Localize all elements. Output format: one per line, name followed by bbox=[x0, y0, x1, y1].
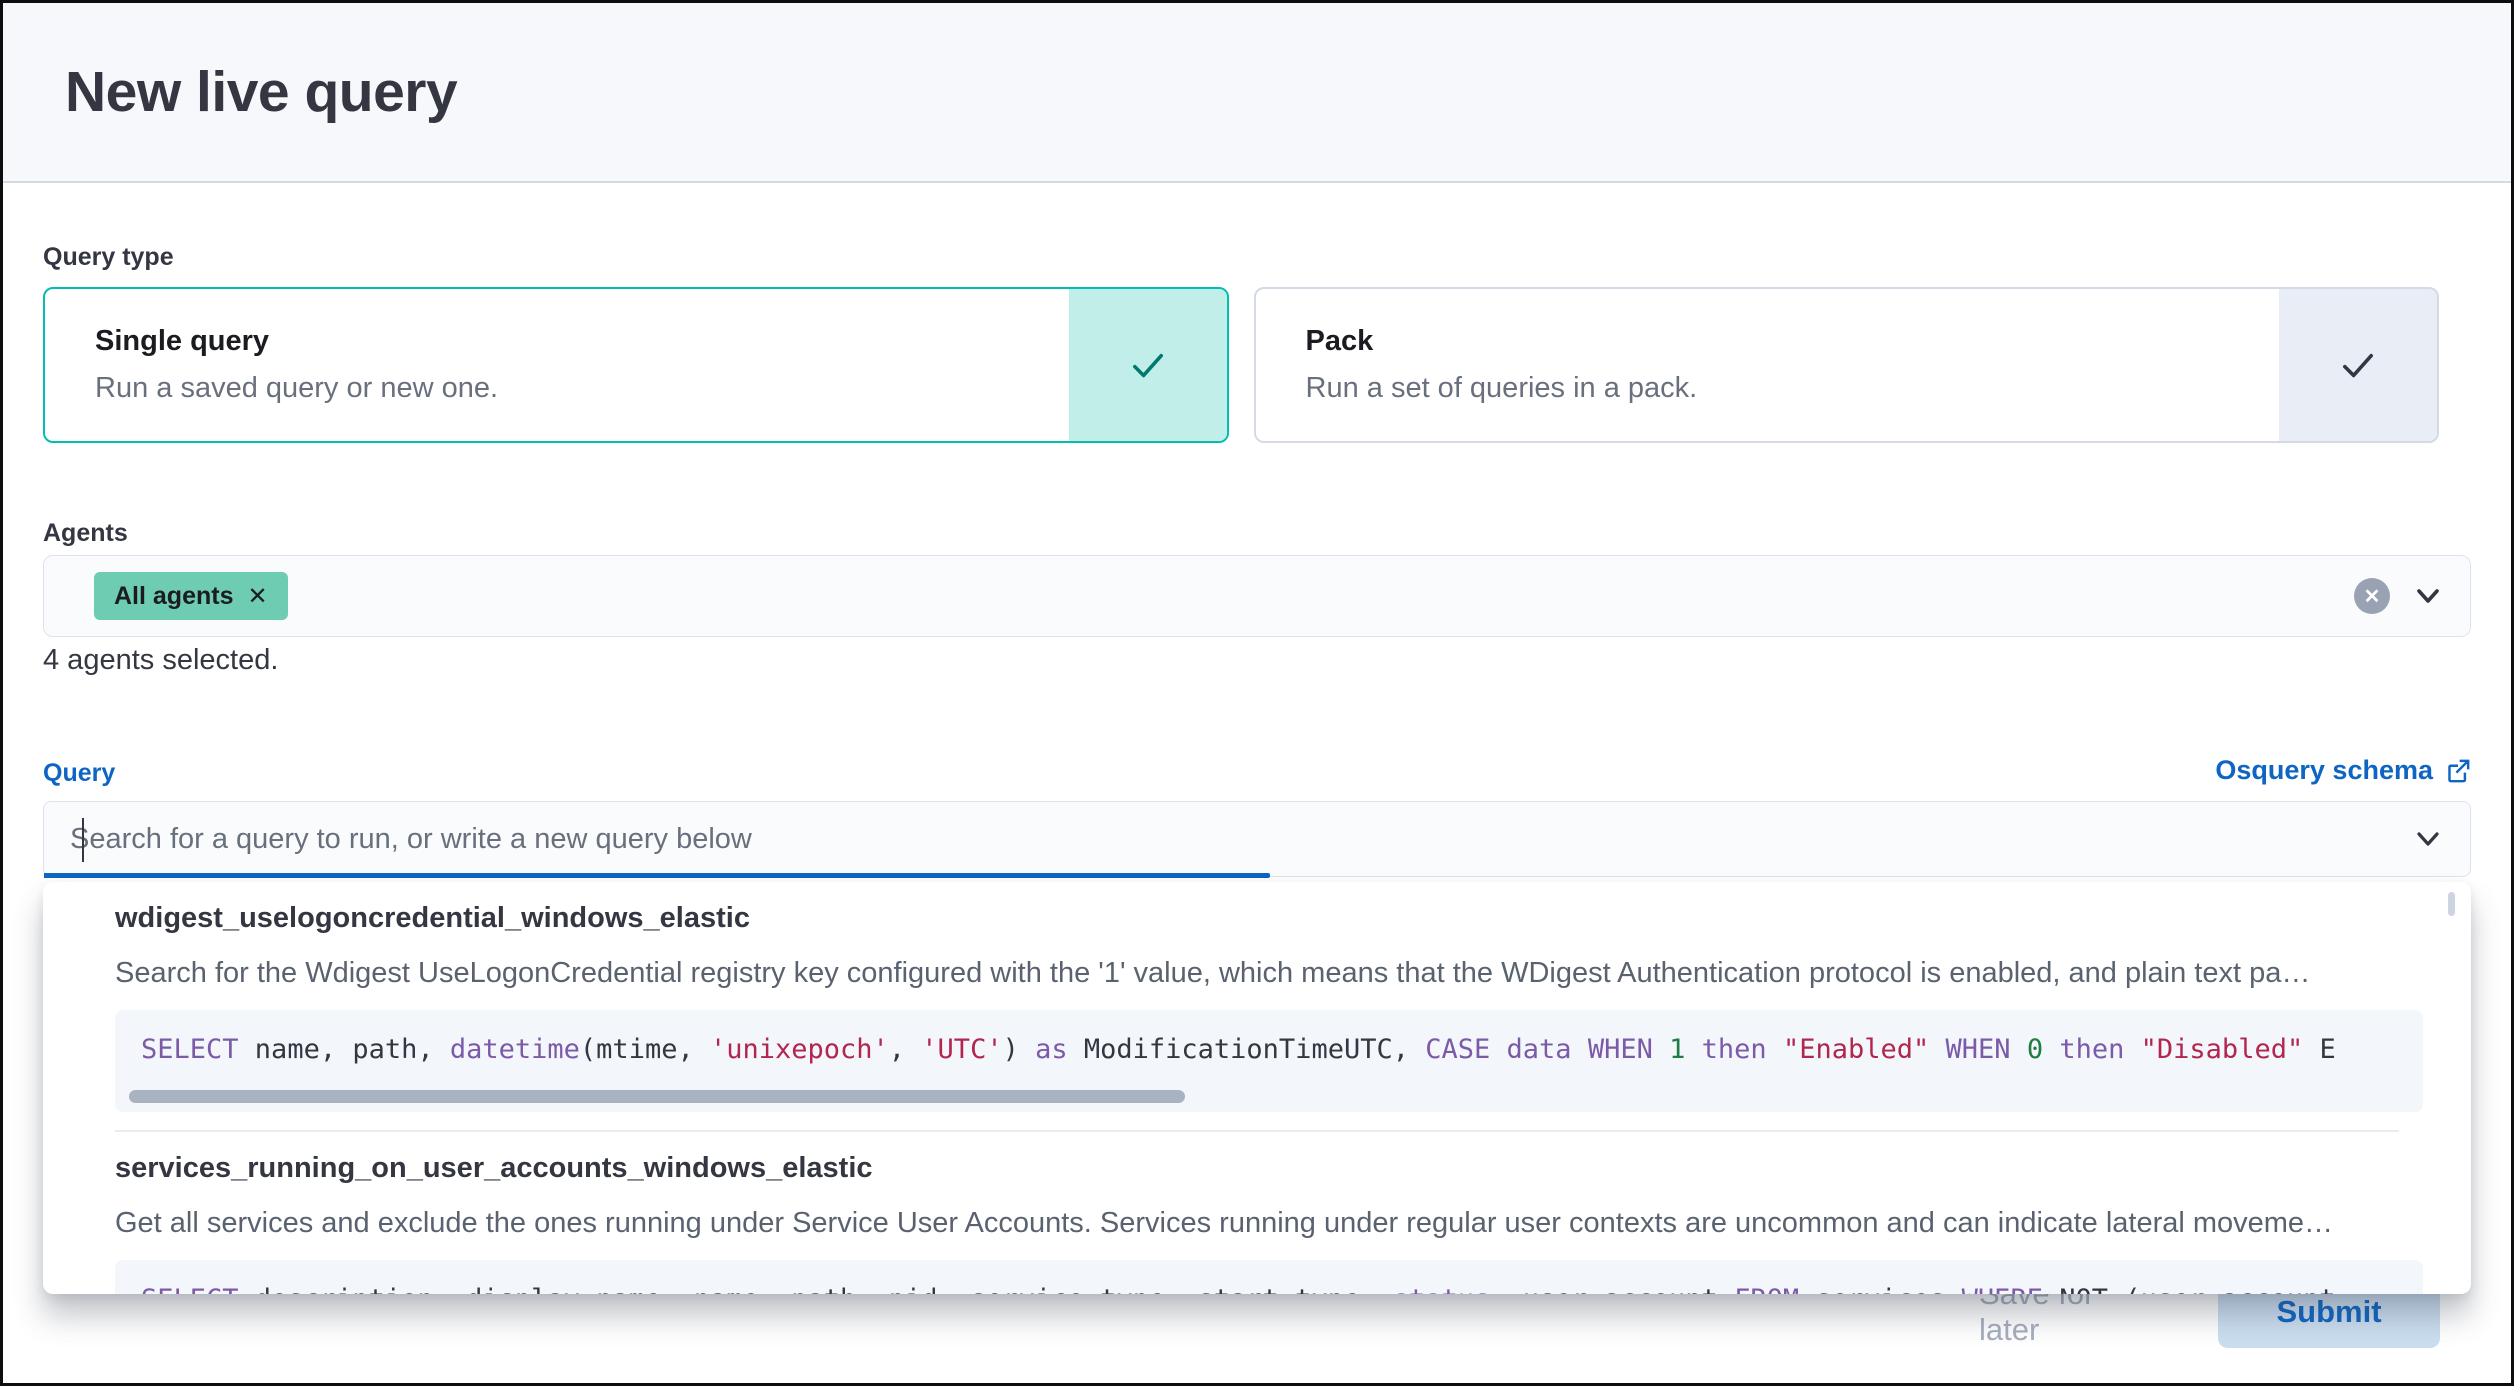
check-icon bbox=[1132, 353, 1163, 378]
agents-label: Agents bbox=[43, 519, 128, 547]
clear-selection-button[interactable]: ✕ bbox=[2354, 578, 2390, 614]
suggestion-item[interactable]: services_running_on_user_accounts_window… bbox=[43, 1132, 2471, 1294]
unselected-check-strip bbox=[2279, 289, 2437, 441]
text-caret bbox=[82, 818, 84, 862]
vertical-scrollbar-thumb[interactable] bbox=[2448, 892, 2455, 916]
card-description: Run a set of queries in a pack. bbox=[1305, 372, 1698, 404]
suggestion-item[interactable]: wdigest_uselogoncredential_windows_elast… bbox=[43, 882, 2471, 1132]
query-label: Query bbox=[43, 759, 116, 787]
page-title: New live query bbox=[65, 60, 458, 124]
card-description: Run a saved query or new one. bbox=[95, 372, 499, 404]
query-suggestions-dropdown: wdigest_uselogoncredential_windows_elast… bbox=[43, 882, 2471, 1294]
selected-check-strip bbox=[1068, 289, 1227, 441]
clear-icon: ✕ bbox=[2363, 585, 2381, 608]
suggestion-title: wdigest_uselogoncredential_windows_elast… bbox=[115, 902, 750, 934]
query-type-label: Query type bbox=[43, 243, 174, 271]
suggestion-divider bbox=[115, 1130, 2399, 1132]
horizontal-scrollbar-thumb[interactable] bbox=[129, 1090, 1185, 1103]
sql-code: SELECT description, display_name, name, … bbox=[141, 1284, 2423, 1294]
page-header: New live query bbox=[3, 3, 2511, 183]
external-link-icon bbox=[2448, 759, 2470, 782]
osquery-schema-link-label: Osquery schema bbox=[2215, 755, 2433, 785]
agents-summary: 4 agents selected. bbox=[43, 644, 279, 676]
chevron-down-icon[interactable] bbox=[2412, 580, 2444, 612]
suggestion-sql-block: SELECT name, path, datetime(mtime, 'unix… bbox=[115, 1010, 2423, 1112]
query-type-card-pack[interactable]: Pack Run a set of queries in a pack. bbox=[1253, 287, 2439, 443]
card-title: Single query bbox=[95, 325, 270, 357]
badge-label: All agents bbox=[114, 581, 234, 610]
query-type-card-single[interactable]: Single query Run a saved query or new on… bbox=[43, 287, 1229, 443]
agents-selected-badge[interactable]: All agents ✕ bbox=[94, 572, 288, 620]
query-type-options: Single query Run a saved query or new on… bbox=[43, 287, 2439, 443]
suggestion-description: Get all services and exclude the ones ru… bbox=[115, 1207, 2334, 1239]
suggestion-description: Search for the Wdigest UseLogonCredentia… bbox=[115, 957, 2311, 989]
query-search-input[interactable] bbox=[70, 822, 2394, 856]
badge-remove-icon[interactable]: ✕ bbox=[247, 582, 268, 610]
agents-combobox[interactable]: All agents ✕ ✕ bbox=[43, 555, 2471, 637]
focus-indicator bbox=[44, 873, 1270, 878]
sql-code: SELECT name, path, datetime(mtime, 'unix… bbox=[141, 1034, 2336, 1065]
suggestion-title: services_running_on_user_accounts_window… bbox=[115, 1152, 873, 1184]
osquery-schema-link[interactable]: Osquery schema bbox=[2215, 755, 2471, 786]
check-icon bbox=[2343, 353, 2373, 378]
query-search-box bbox=[43, 801, 2471, 878]
chevron-down-icon[interactable] bbox=[2412, 823, 2444, 855]
card-title: Pack bbox=[1305, 325, 1374, 357]
suggestion-sql-block: SELECT description, display_name, name, … bbox=[115, 1260, 2423, 1294]
